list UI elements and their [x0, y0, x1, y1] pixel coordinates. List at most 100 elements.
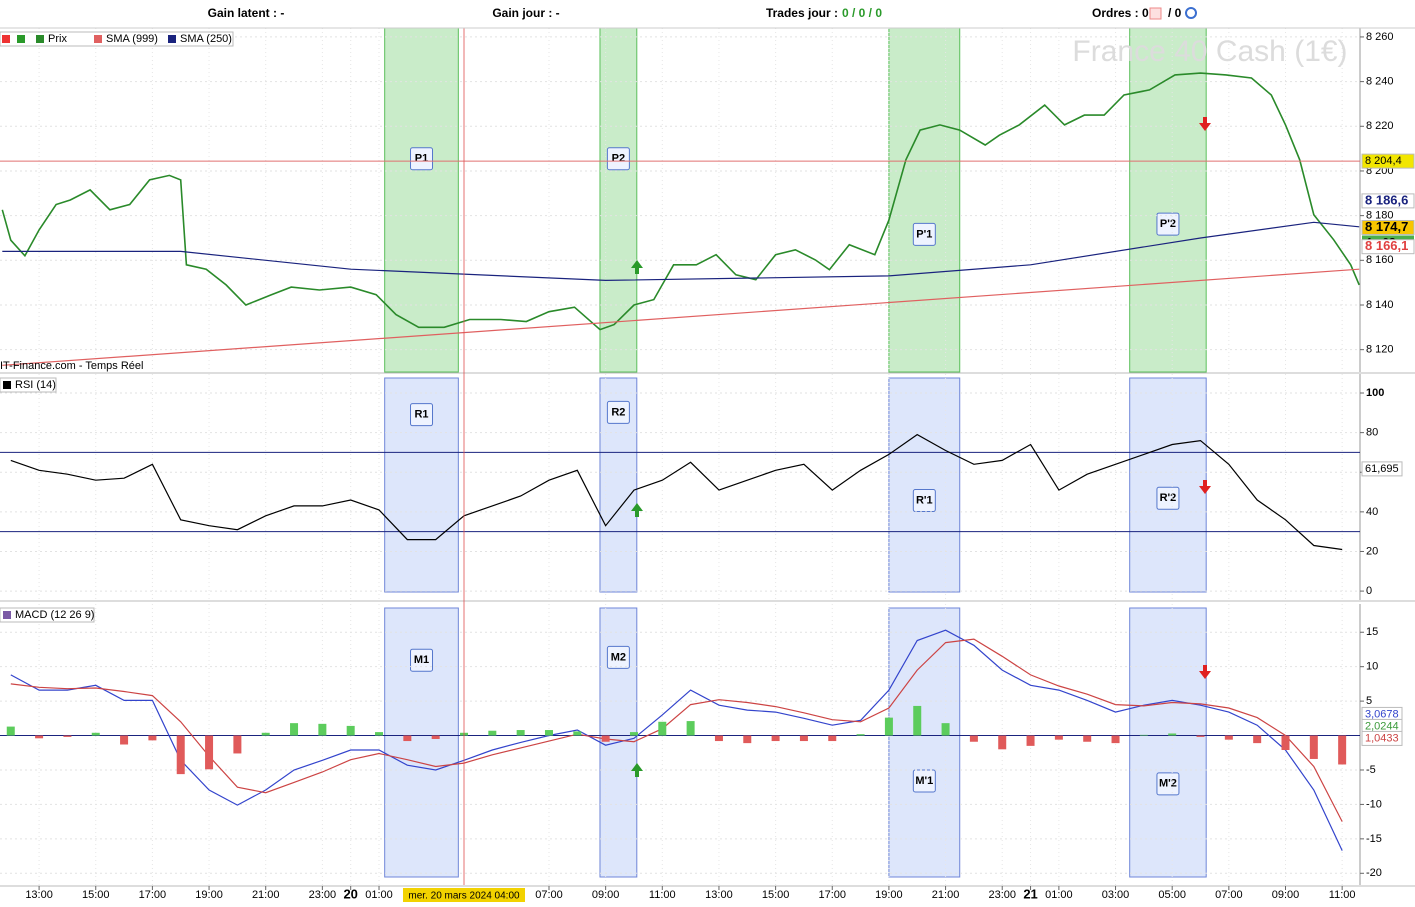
- legend-swatch: [3, 381, 11, 389]
- legend-label: RSI (14): [15, 379, 56, 391]
- cursor-label: mer. 20 mars 2024 04:00: [408, 891, 520, 902]
- price-line: [1, 72, 1360, 331]
- y-tick-label: -5: [1366, 764, 1376, 776]
- y-tick-label: 8 160: [1366, 254, 1394, 266]
- zone-label: M'2: [1159, 778, 1177, 790]
- histogram-bar: [318, 723, 327, 736]
- x-tick-label: 09:00: [592, 889, 620, 901]
- zone: [384, 607, 459, 878]
- buy-arrow: [631, 763, 643, 777]
- histogram-bar: [346, 725, 355, 736]
- y-tick-label: 8 120: [1366, 344, 1394, 356]
- histogram-bar: [743, 735, 752, 744]
- price-tag-label: 8 186,6: [1365, 192, 1408, 207]
- legend-swatch: [94, 35, 102, 43]
- zone: [1129, 607, 1207, 878]
- header-orders-value: / 0: [1168, 6, 1182, 20]
- x-tick-label: 19:00: [195, 889, 223, 901]
- x-tick-label: 21: [1023, 886, 1037, 901]
- watermark: France 40 Cash (1€): [1072, 35, 1347, 68]
- cursor-label-box: [403, 888, 526, 902]
- header-gain-jour: Gain jour : -: [492, 6, 559, 20]
- histogram-bar: [913, 705, 922, 736]
- orders-icon[interactable]: [1149, 7, 1162, 20]
- zone-label: P1: [415, 153, 428, 165]
- zone: [1129, 377, 1207, 593]
- price-tag: [1361, 219, 1415, 235]
- zone-label: R1: [414, 409, 428, 421]
- price-tag-label: 2,0244: [1365, 720, 1399, 732]
- zone-label-box: [606, 400, 630, 424]
- histogram-bar: [1168, 733, 1177, 736]
- zone-label-box: [410, 648, 434, 672]
- histogram-bar: [1196, 735, 1205, 737]
- histogram-bar: [516, 730, 525, 736]
- histogram-bar: [403, 735, 412, 742]
- zone: [1129, 27, 1207, 373]
- series-line: [10, 638, 1343, 822]
- histogram-bar: [941, 723, 950, 736]
- zone-label: M1: [414, 654, 429, 666]
- histogram-bar: [856, 734, 865, 736]
- histogram-bar: [148, 735, 157, 741]
- y-tick-label: 8 240: [1366, 76, 1394, 88]
- zone-label-box: [912, 489, 936, 513]
- histogram-bar: [120, 735, 129, 745]
- y-tick-label: 80: [1366, 427, 1378, 439]
- histogram-bar: [771, 735, 780, 742]
- histogram-bar: [205, 735, 214, 770]
- histogram-bar: [629, 732, 638, 736]
- zone-label-box: [410, 403, 434, 427]
- y-tick-label: 100: [1366, 387, 1384, 399]
- histogram-bar: [601, 735, 610, 742]
- histogram-bar: [658, 721, 667, 736]
- y-tick-label: 10: [1366, 661, 1378, 673]
- legend-label: Prix: [48, 33, 67, 45]
- zone-label: P'2: [1160, 218, 1176, 230]
- histogram-bar: [573, 731, 582, 736]
- header-orders-label: Ordres : 0: [1092, 6, 1149, 20]
- zone-label-box: [410, 147, 434, 171]
- sell-arrow: [1199, 117, 1211, 131]
- histogram-bar: [176, 735, 185, 775]
- x-tick-label: 21:00: [252, 889, 280, 901]
- histogram-bar: [884, 717, 893, 736]
- zone-label-box: [606, 147, 630, 171]
- x-tick-label: 09:00: [1272, 889, 1300, 901]
- sell-arrow: [1199, 480, 1211, 494]
- histogram-bar: [998, 735, 1007, 750]
- settings-icon[interactable]: [1185, 7, 1197, 19]
- zone-label: P2: [612, 153, 625, 165]
- histogram-bar: [290, 723, 299, 736]
- zone-label-box: [1156, 772, 1180, 796]
- zone: [888, 27, 961, 373]
- histogram-bar: [233, 735, 242, 754]
- histogram-bar: [544, 730, 553, 736]
- x-tick-label: 01:00: [365, 889, 393, 901]
- series-line: [10, 433, 1343, 551]
- zone-label: M'1: [915, 775, 933, 787]
- header-gain-latent: Gain latent : -: [208, 6, 285, 20]
- zone: [384, 27, 459, 373]
- histogram-bar: [686, 721, 695, 736]
- price-tag: [1361, 239, 1415, 255]
- histogram-bar: [375, 732, 384, 736]
- histogram-bar: [35, 735, 44, 739]
- zone: [888, 377, 961, 593]
- histogram-bar: [799, 735, 808, 742]
- x-tick-label: 23:00: [988, 889, 1016, 901]
- x-tick-label: 01:00: [1045, 889, 1073, 901]
- x-tick-label: 20: [343, 886, 357, 901]
- price-tag-label: 61,695: [1365, 463, 1399, 475]
- histogram-bar: [1253, 735, 1262, 744]
- legend-swatch: [168, 35, 176, 43]
- legend-icon: [17, 35, 25, 43]
- histogram-bar: [1139, 734, 1148, 736]
- legend-swatch: [36, 35, 44, 43]
- header-trades-label: Trades jour :: [766, 6, 838, 20]
- x-tick-label: 13:00: [25, 889, 53, 901]
- x-tick-label: 19:00: [875, 889, 903, 901]
- legend-label: MACD (12 26 9): [15, 609, 94, 621]
